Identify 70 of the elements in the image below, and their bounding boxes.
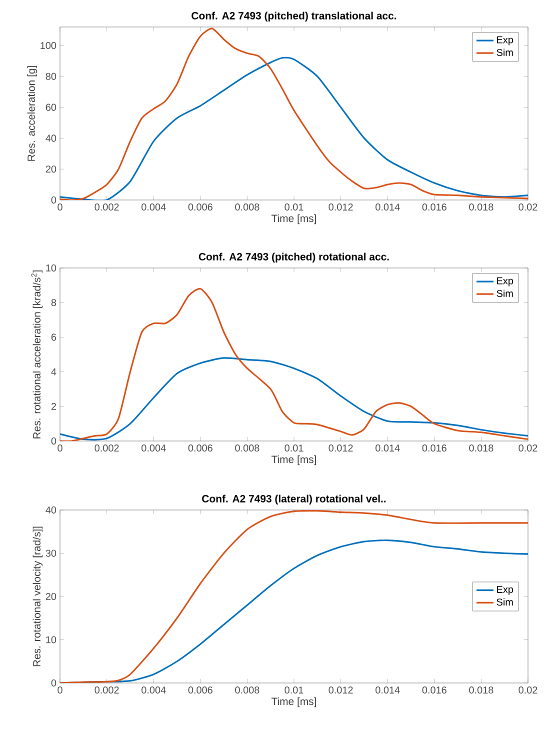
line-series <box>60 56 528 200</box>
x-tick-label: 0.008 <box>235 686 260 694</box>
y-tick-label: 100 <box>40 42 56 50</box>
chart-title: Conf. A2 7493 (lateral) rotational vel.. <box>202 494 386 504</box>
x-tick-label: 0.01 <box>284 204 304 211</box>
x-tick-label: 0.02 <box>518 686 538 694</box>
legend-label: Sim <box>496 598 513 606</box>
x-tick-label: 0 <box>58 444 62 452</box>
x-tick-label: 0.012 <box>328 686 353 694</box>
line-series <box>60 510 528 683</box>
legend-label: Exp <box>497 277 514 286</box>
y-tick-label: 0 <box>51 679 56 687</box>
x-tick-label: 0.002 <box>94 204 119 211</box>
legend-label: Exp <box>497 36 514 46</box>
line-series <box>60 357 528 440</box>
x-tick-label: 0.002 <box>94 444 119 452</box>
legend-label: Sim <box>496 48 513 56</box>
x-tick-label: 0 <box>58 204 62 211</box>
legend-label: Exp <box>497 586 514 595</box>
x-tick-label: 0.016 <box>422 204 446 211</box>
x-tick-label: 0.01 <box>284 444 304 452</box>
y-tick-label: 4 <box>51 368 56 376</box>
x-tick-label: 0.014 <box>376 444 400 452</box>
y-tick-label: 60 <box>46 104 56 111</box>
x-tick-label: 0.016 <box>422 444 446 452</box>
y-tick-label: 10 <box>46 636 56 644</box>
y-tick-label: 20 <box>46 592 56 600</box>
y-tick-label: 80 <box>46 72 56 80</box>
legend-label: Sim <box>496 290 513 298</box>
x-tick-label: 0.006 <box>188 444 212 452</box>
x-tick-label: 0.01 <box>284 686 304 694</box>
chart-title: Conf. A2 7493 (pitched) rotational acc. <box>198 252 389 262</box>
x-axis-title: Time [ms] <box>271 455 316 466</box>
y-tick-label: 20 <box>46 166 56 173</box>
x-tick-label: 0.002 <box>94 686 119 694</box>
x-tick-label: 0 <box>58 686 62 694</box>
x-tick-label: 0.014 <box>376 686 400 694</box>
y-tick-label: 0 <box>51 437 56 445</box>
x-tick-label: 0.018 <box>469 686 494 694</box>
x-tick-label: 0.012 <box>328 444 353 452</box>
x-tick-label: 0.006 <box>188 686 212 694</box>
x-axis-title: Time [ms] <box>271 214 316 224</box>
x-tick-label: 0.008 <box>235 444 260 452</box>
x-tick-label: 0.02 <box>518 204 538 211</box>
y-tick-label: 8 <box>51 299 56 306</box>
x-tick-label: 0.004 <box>142 444 166 452</box>
line-series <box>60 28 528 200</box>
x-tick-label: 0.016 <box>422 686 446 694</box>
y-tick-label: 40 <box>46 134 56 142</box>
y-tick-label: 0 <box>51 196 56 204</box>
y-tick-label: 30 <box>46 550 56 557</box>
y-axis-title: Res. acceleration [g] <box>27 66 38 161</box>
y-tick-label: 40 <box>46 506 56 514</box>
x-tick-label: 0.02 <box>518 444 538 452</box>
x-axis-title: Time [ms] <box>271 697 316 708</box>
y-axis-title: Res. rotational acceleration [krad/s$^{2}$] <box>31 270 43 438</box>
y-axis-title: Res. rotational velocity [rad/s]] <box>32 526 43 666</box>
y-tick-label: 10 <box>46 264 56 272</box>
line-series <box>60 288 528 441</box>
x-tick-label: 0.012 <box>328 204 353 211</box>
x-tick-label: 0.004 <box>142 204 166 211</box>
x-tick-label: 0.018 <box>469 204 494 211</box>
x-tick-label: 0.018 <box>469 444 494 452</box>
y-tick-label: 2 <box>51 402 56 410</box>
x-tick-label: 0.006 <box>188 204 212 211</box>
chart-title: Conf. A2 7493 (pitched) translational acc. <box>192 12 396 22</box>
x-tick-label: 0.014 <box>376 204 400 211</box>
x-tick-label: 0.004 <box>142 686 166 694</box>
x-tick-label: 0.008 <box>235 204 260 211</box>
y-tick-label: 6 <box>51 334 56 341</box>
